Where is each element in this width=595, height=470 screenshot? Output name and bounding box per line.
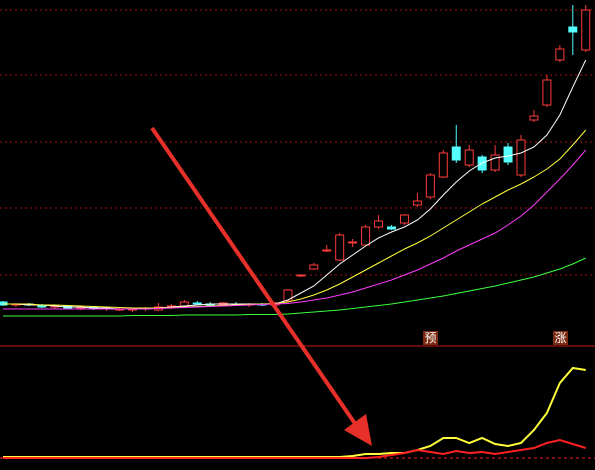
tag-box: [553, 331, 568, 345]
candle-body: [412, 200, 422, 206]
candle-body: [296, 274, 306, 277]
candle-body: [529, 115, 539, 121]
moving-average: [3, 149, 587, 310]
arrow: [150, 126, 372, 446]
indicator-line: [3, 438, 587, 459]
candle-body: [516, 139, 526, 176]
candle-body: [335, 234, 345, 261]
candle-body: [451, 146, 461, 161]
tag-box: [423, 331, 438, 345]
candle-body: [374, 220, 384, 228]
candle-body: [192, 302, 202, 305]
candle-body: [399, 214, 409, 224]
candle-body: [361, 226, 371, 246]
moving-average: [3, 59, 587, 310]
moving-average: [3, 129, 587, 309]
candle-body: [503, 146, 513, 163]
candle-body: [568, 26, 578, 33]
annotation: 涨: [554, 330, 566, 345]
price-panel: [0, 5, 595, 317]
candle-body: [438, 152, 448, 178]
candle-body: [464, 149, 474, 166]
candle-body: [490, 154, 500, 171]
annotation: 预: [424, 331, 436, 345]
candle-body: [555, 48, 565, 61]
candle-body: [542, 79, 552, 106]
moving-average: [3, 257, 586, 317]
arrow-shaft: [150, 126, 360, 430]
candle-body: [581, 9, 591, 51]
candle-body: [283, 289, 293, 302]
indicator-panel: [0, 366, 595, 459]
candle-body: [348, 241, 358, 244]
candle-body: [387, 226, 396, 230]
arrow-head: [344, 414, 372, 446]
candle-body: [425, 174, 435, 198]
candle-body: [322, 249, 332, 252]
candle-body: [37, 305, 47, 308]
candle-body: [309, 264, 319, 270]
